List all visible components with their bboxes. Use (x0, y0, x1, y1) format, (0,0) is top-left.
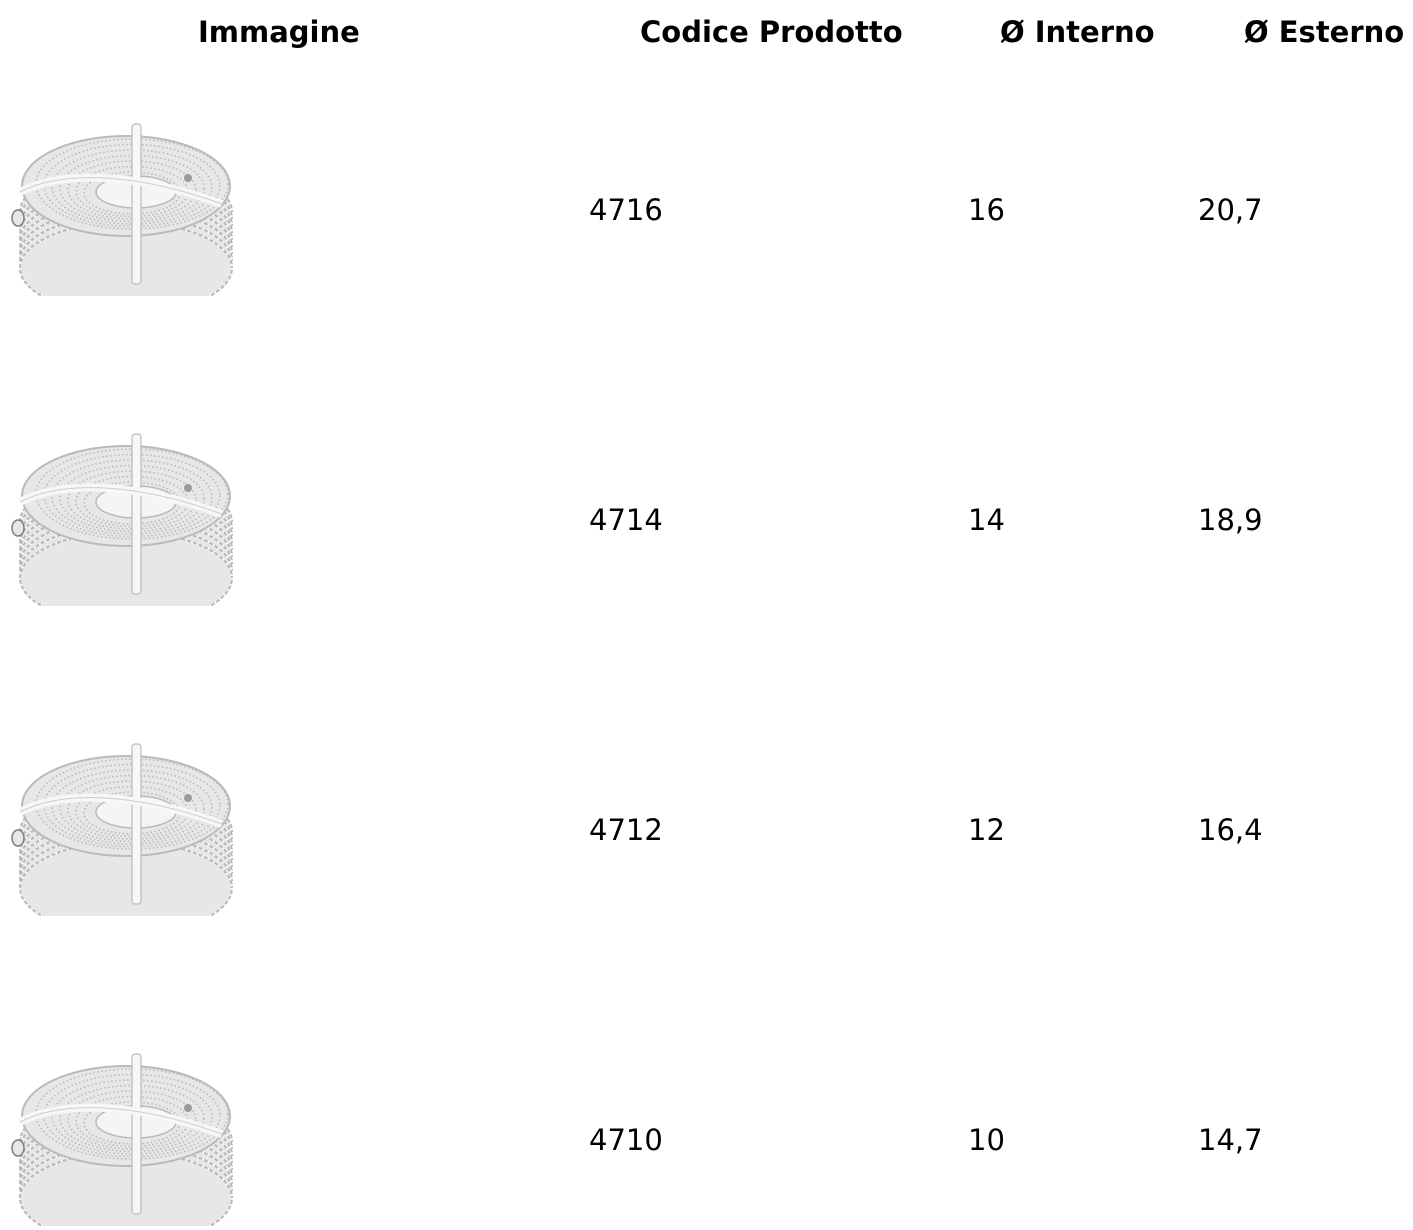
cell-inner-diameter: 10 (968, 1123, 1005, 1157)
header-image: Immagine (198, 15, 360, 49)
header-outer-diameter: Ø Esterno (1244, 15, 1405, 49)
cell-inner-diameter: 12 (968, 813, 1005, 847)
header-product-code: Codice Prodotto (640, 15, 903, 49)
table-row: 4714 14 18,9 (0, 430, 1413, 626)
cell-inner-diameter: 14 (968, 503, 1005, 537)
corrugated-hose-coil-image (8, 740, 244, 936)
coil-drawing (11, 1053, 234, 1230)
cell-outer-diameter: 20,7 (1198, 193, 1263, 227)
cell-product-code: 4716 (589, 193, 663, 227)
coil-drawing (11, 743, 234, 936)
header-inner-diameter: Ø Interno (1000, 15, 1155, 49)
cell-inner-diameter: 16 (968, 193, 1005, 227)
coil-drawing (11, 123, 234, 316)
table-row: 4716 16 20,7 (0, 120, 1413, 316)
corrugated-hose-coil-image (8, 1050, 244, 1230)
corrugated-hose-coil-image (8, 120, 244, 316)
cell-outer-diameter: 18,9 (1198, 503, 1263, 537)
cell-outer-diameter: 14,7 (1198, 1123, 1263, 1157)
corrugated-hose-coil-image (8, 430, 244, 626)
cell-outer-diameter: 16,4 (1198, 813, 1263, 847)
table-row: 4710 10 14,7 (0, 1050, 1413, 1230)
table-row: 4712 12 16,4 (0, 740, 1413, 936)
coil-drawing (11, 433, 234, 626)
cell-product-code: 4712 (589, 813, 663, 847)
cell-product-code: 4714 (589, 503, 663, 537)
cell-product-code: 4710 (589, 1123, 663, 1157)
